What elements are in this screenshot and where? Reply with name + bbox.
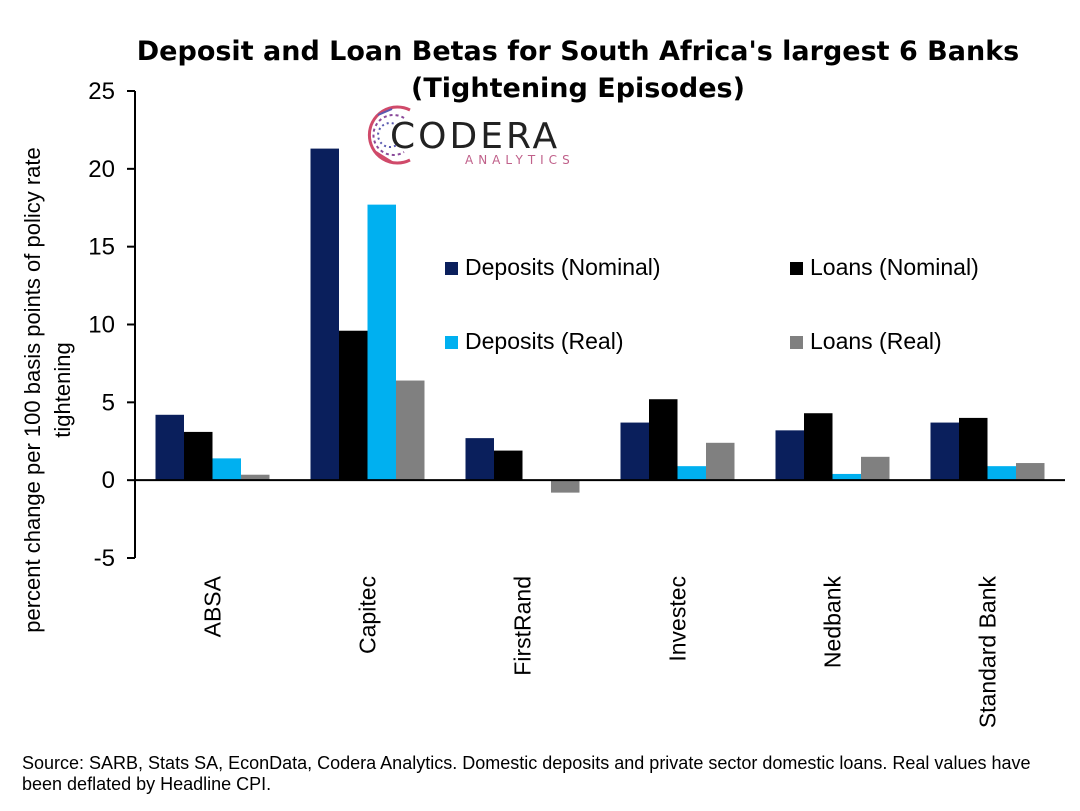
bar bbox=[930, 422, 959, 481]
category-label: Nedbank bbox=[820, 576, 846, 669]
legend-label: Loans (Real) bbox=[810, 328, 942, 354]
logo-wordmark: CODERA bbox=[390, 116, 560, 157]
bar bbox=[620, 422, 649, 481]
category-label: Standard Bank bbox=[975, 576, 1001, 729]
logo-subtitle: ANALYTICS bbox=[465, 153, 575, 167]
bar bbox=[832, 473, 861, 481]
bar bbox=[649, 399, 678, 481]
codera-logo: CODERA ANALYTICS bbox=[367, 105, 575, 167]
bar bbox=[339, 330, 368, 481]
source-note: Source: SARB, Stats SA, EconData, Codera… bbox=[22, 753, 1031, 794]
category-label: FirstRand bbox=[510, 576, 536, 676]
bar bbox=[677, 466, 706, 481]
y-tick-label: 25 bbox=[88, 78, 115, 105]
bar bbox=[987, 466, 1016, 481]
bar bbox=[861, 456, 890, 481]
y-axis-label: percent change per 100 basis points of p… bbox=[20, 147, 75, 633]
legend-swatch bbox=[445, 336, 458, 349]
bar bbox=[706, 442, 735, 481]
y-tick-label: 0 bbox=[102, 467, 115, 494]
y-tick-label: 5 bbox=[102, 389, 115, 416]
bar bbox=[465, 438, 494, 481]
legend-swatch bbox=[790, 336, 803, 349]
codera-logo-mark bbox=[367, 105, 411, 165]
y-axis-label-line-2: tightening bbox=[50, 342, 75, 437]
bar bbox=[775, 430, 804, 481]
bar bbox=[1016, 463, 1045, 481]
bar bbox=[494, 450, 523, 481]
legend-label: Deposits (Nominal) bbox=[465, 254, 661, 280]
bar bbox=[241, 474, 270, 481]
y-tick-label: 15 bbox=[88, 234, 115, 261]
y-tick-label: -5 bbox=[94, 545, 115, 572]
bar bbox=[396, 380, 425, 481]
y-tick-label: 10 bbox=[88, 312, 115, 339]
chart-title-line-1: Deposit and Loan Betas for South Africa'… bbox=[137, 36, 1019, 67]
category-label: Capitec bbox=[355, 576, 381, 654]
bar bbox=[367, 204, 396, 481]
category-label: Investec bbox=[665, 576, 691, 662]
category-labels: ABSA Capitec FirstRand Investec Nedbank Stand… bbox=[200, 575, 1001, 728]
y-axis-label-line-1: percent change per 100 basis points of p… bbox=[20, 147, 45, 633]
bar bbox=[959, 417, 988, 481]
bar bbox=[184, 431, 213, 481]
y-axis-ticks: -5 0 5 10 15 20 25 bbox=[88, 78, 135, 572]
chart-title: Deposit and Loan Betas for South Africa'… bbox=[137, 36, 1019, 104]
legend-swatch bbox=[445, 262, 458, 275]
y-tick-label: 20 bbox=[88, 156, 115, 183]
bar bbox=[310, 148, 339, 481]
chart-title-line-2: (Tightening Episodes) bbox=[411, 73, 745, 104]
category-label: ABSA bbox=[200, 575, 226, 637]
legend-label: Deposits (Real) bbox=[465, 328, 624, 354]
legend-swatch bbox=[790, 262, 803, 275]
legend: Deposits (Nominal) Loans (Nominal) Deposit… bbox=[445, 254, 979, 354]
bar bbox=[155, 414, 184, 481]
bar bbox=[804, 413, 833, 481]
axes bbox=[134, 91, 1065, 558]
bars bbox=[155, 148, 1045, 493]
bar bbox=[212, 458, 241, 481]
legend-label: Loans (Nominal) bbox=[810, 254, 979, 280]
bar bbox=[551, 480, 580, 493]
